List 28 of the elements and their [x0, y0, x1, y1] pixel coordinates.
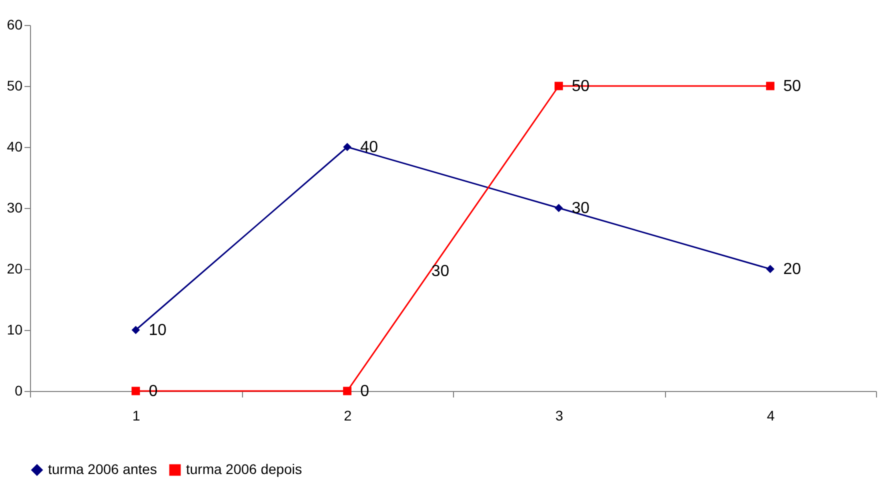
data-label: 20: [783, 261, 802, 278]
point: [554, 82, 563, 90]
legend-label: turma 2006 depois: [186, 461, 302, 477]
point: [132, 386, 140, 396]
y-tick-label: 30: [6, 200, 23, 216]
data-label: 10: [148, 322, 167, 339]
data-label: 0: [360, 383, 370, 400]
y-tick-label: 20: [6, 260, 23, 276]
point: [766, 82, 774, 90]
y-tick-label: 0: [14, 382, 23, 398]
data-label: 30: [572, 200, 590, 217]
point: [766, 264, 774, 274]
x-tick-label: 3: [555, 408, 564, 424]
y-tick-label: 60: [6, 16, 23, 32]
y-tick-label: 10: [6, 322, 23, 338]
x-tick-label: 2: [344, 408, 352, 424]
point: [343, 142, 352, 152]
point: [132, 326, 140, 334]
y-tick-label: 40: [6, 138, 23, 154]
legend-label: turma 2006 antes: [48, 461, 157, 477]
data-label: 50: [783, 78, 802, 95]
point: [343, 386, 352, 396]
x-tick-label: 1: [132, 408, 140, 424]
y-tick-label: 50: [6, 78, 23, 94]
x-tick-label: 4: [766, 408, 775, 424]
data-label: 40: [360, 139, 378, 156]
point: [554, 204, 563, 212]
annotation: 30: [431, 262, 450, 280]
